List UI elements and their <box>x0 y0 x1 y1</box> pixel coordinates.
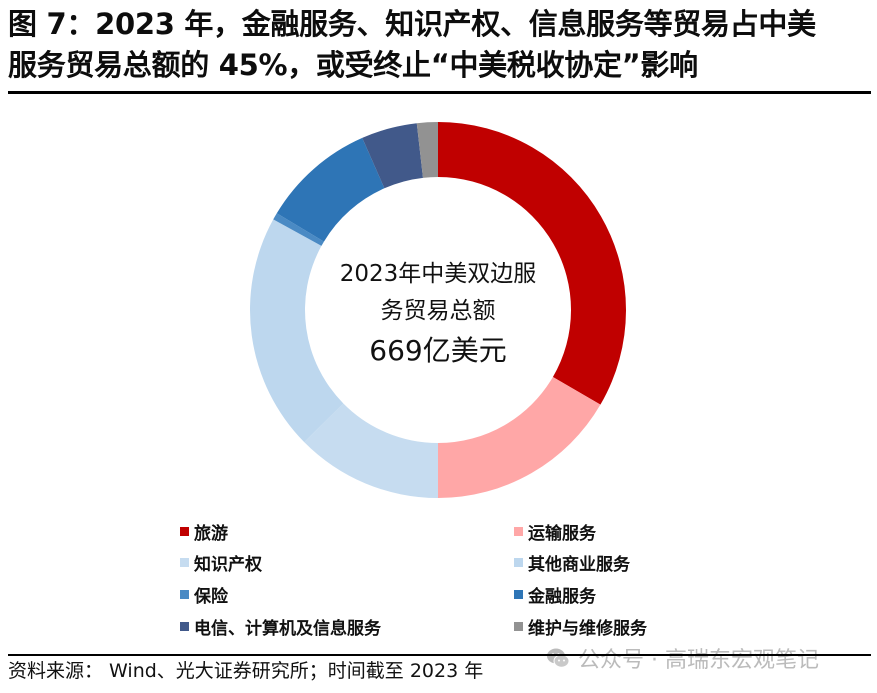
donut-segment <box>362 123 423 189</box>
legend-swatch-icon <box>514 621 523 631</box>
legend-swatch-icon <box>180 621 189 631</box>
legend-label: 旅游 <box>194 523 228 544</box>
wechat-icon <box>547 648 570 668</box>
title-divider <box>8 91 871 94</box>
legend-label: 运输服务 <box>528 523 596 544</box>
legend-label: 其他商业服务 <box>528 554 630 575</box>
donut-segment <box>438 376 601 498</box>
donut-segment <box>273 213 324 246</box>
watermark-text: 公众号 · 高瑞东宏观笔记 <box>578 648 819 673</box>
figure-title: 图 7：2023 年，金融服务、知识产权、信息服务等贸易占中美 服务贸易总额的 … <box>8 4 873 86</box>
legend-item-maintenance: 维护与维修服务 <box>514 614 647 639</box>
legend-label: 电信、计算机及信息服务 <box>194 618 381 639</box>
center-label-total: 669亿美元 <box>369 334 507 367</box>
donut-segment <box>416 122 438 178</box>
legend-item-ip: 知识产权 <box>180 550 262 575</box>
legend-item-insurance: 保险 <box>180 582 228 607</box>
legend-label: 金融服务 <box>528 586 596 607</box>
title-line-1: 图 7：2023 年，金融服务、知识产权、信息服务等贸易占中美 <box>8 7 816 41</box>
legend-label: 保险 <box>194 586 228 607</box>
donut-segment <box>438 122 626 405</box>
legend-swatch-icon <box>514 526 523 536</box>
legend-label: 维护与维修服务 <box>528 618 647 639</box>
legend-swatch-icon <box>180 526 189 536</box>
legend-item-financial: 金融服务 <box>514 582 596 607</box>
legend-item-transport: 运输服务 <box>514 519 596 544</box>
legend-item-other-business: 其他商业服务 <box>514 550 630 575</box>
legend-swatch-icon <box>180 557 189 567</box>
legend-item-telecom-it: 电信、计算机及信息服务 <box>180 614 381 639</box>
legend-label: 知识产权 <box>194 554 262 575</box>
center-label-line-1: 2023年中美双边服 <box>339 261 537 287</box>
legend-swatch-icon <box>180 589 189 599</box>
legend-swatch-icon <box>514 589 523 599</box>
donut-segment <box>304 403 438 498</box>
footer-divider <box>8 654 871 656</box>
watermark: 公众号 · 高瑞东宏观笔记 <box>546 642 819 674</box>
title-line-2: 服务贸易总额的 45%，或受终止“中美税收协定”影响 <box>8 48 698 82</box>
center-label-line-2: 务贸易总额 <box>380 298 496 324</box>
source-note: 资料来源： Wind、光大证券研究所；时间截至 2023 年 <box>8 660 484 682</box>
donut-segment <box>276 137 385 242</box>
legend-swatch-icon <box>514 557 523 567</box>
legend-item-tourism: 旅游 <box>180 519 228 544</box>
donut-segment <box>250 219 344 443</box>
